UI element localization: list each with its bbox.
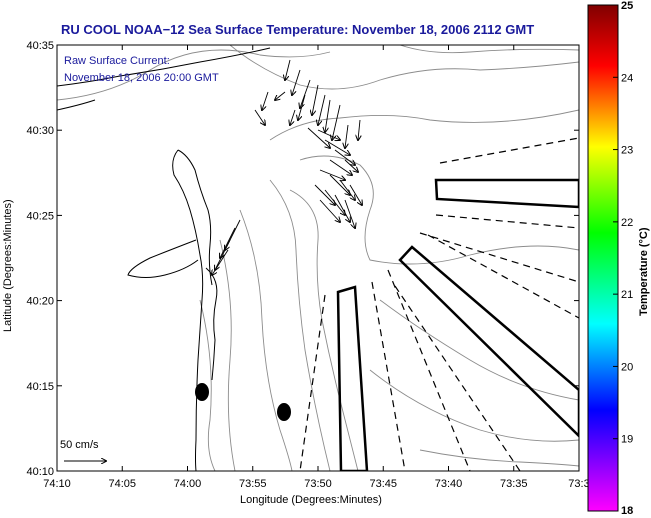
colorbar-tick-label: 18 xyxy=(621,505,633,517)
colorbar-label: Temperature (°C) xyxy=(638,227,650,316)
colorbar xyxy=(587,4,619,512)
current-label-line1: Raw Surface Current: xyxy=(64,55,170,67)
x-axis-ticks: 74:10 74:05 74:00 73:55 73:50 73:45 73:40 73:35… xyxy=(43,45,590,490)
buoy-marker-2 xyxy=(277,403,291,421)
colorbar-tick-label: 24 xyxy=(621,72,633,84)
colorbar-ticks: 25 24 23 22 21 20 19 18 xyxy=(613,0,633,517)
sampling-boxes xyxy=(336,178,579,471)
x-tick-label: 73:3 xyxy=(568,478,589,490)
y-tick-label: 40:30 xyxy=(26,125,54,137)
y-tick-label: 40:20 xyxy=(26,296,54,308)
colorbar-tick-label: 22 xyxy=(621,217,633,229)
coastline xyxy=(57,47,271,471)
scale-label: 50 cm/s xyxy=(60,439,99,451)
y-axis-label: Latitude (Degrees:Minutes) xyxy=(2,199,14,332)
x-tick-label: 73:55 xyxy=(239,478,267,490)
x-tick-label: 74:10 xyxy=(43,478,71,490)
y-tick-label: 40:15 xyxy=(26,381,54,393)
x-tick-label: 74:00 xyxy=(174,478,202,490)
bathymetry-contours xyxy=(57,45,579,471)
x-tick-label: 73:45 xyxy=(369,478,397,490)
colorbar-tick-label: 20 xyxy=(621,361,633,373)
x-tick-label: 73:40 xyxy=(435,478,463,490)
map-title: RU COOL NOAA−12 Sea Surface Temperature:… xyxy=(61,22,534,37)
colorbar-tick-label: 23 xyxy=(621,145,633,157)
y-axis-ticks: 40:35 40:30 40:25 40:20 40:15 40:10 xyxy=(26,40,579,478)
y-tick-label: 40:35 xyxy=(26,40,54,52)
map-plot-area xyxy=(57,45,579,471)
y-tick-label: 40:25 xyxy=(26,210,54,222)
buoy-marker-1 xyxy=(195,383,209,401)
x-tick-label: 74:05 xyxy=(108,478,136,490)
current-label-line2: November 18, 2006 20:00 GMT xyxy=(64,72,219,84)
x-tick-label: 73:35 xyxy=(500,478,528,490)
colorbar-tick-label: 21 xyxy=(621,289,633,301)
radial-dashed-lines xyxy=(299,137,579,471)
x-tick-label: 73:50 xyxy=(304,478,332,490)
y-tick-label: 40:10 xyxy=(26,466,54,478)
x-axis-label: Longitude (Degrees:Minutes) xyxy=(240,494,382,506)
surface-current-vectors xyxy=(212,59,362,275)
colorbar-tick-label: 25 xyxy=(621,0,633,12)
colorbar-tick-label: 19 xyxy=(621,434,633,446)
